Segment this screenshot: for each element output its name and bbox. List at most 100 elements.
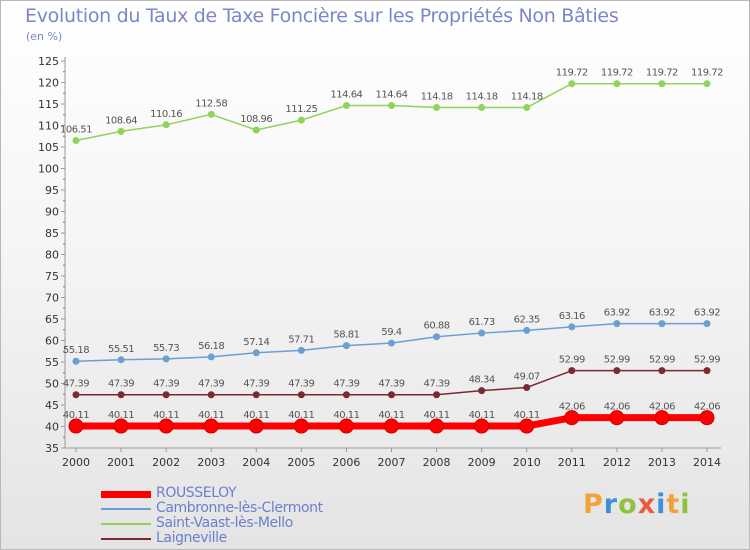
data-label: 111.25 [285, 104, 317, 115]
proxiti-logo: Proxiti [583, 489, 691, 520]
y-tick-label: 55 [45, 356, 59, 369]
y-tick-label: 70 [45, 292, 59, 305]
data-label: 114.64 [330, 90, 362, 101]
data-point [162, 355, 170, 363]
data-point [388, 102, 395, 110]
logo-letter: i [656, 489, 667, 520]
data-label: 47.39 [63, 379, 89, 390]
y-tick-label: 45 [45, 399, 59, 412]
data-label: 108.64 [105, 115, 137, 126]
y-tick-label: 110 [38, 120, 59, 133]
x-tick-label: 2009 [468, 456, 496, 469]
data-label: 40.11 [333, 410, 359, 421]
data-label: 55.51 [108, 344, 134, 355]
legend-label: ROUSSELOY [156, 485, 237, 501]
data-point [72, 391, 80, 399]
data-point [613, 80, 621, 88]
y-tick-label: 105 [38, 141, 59, 154]
data-point [654, 410, 670, 426]
data-label: 63.92 [694, 308, 720, 319]
logo-letter: o [618, 489, 638, 520]
x-tick-label: 2005 [287, 456, 315, 469]
y-tick-label: 40 [45, 421, 59, 434]
data-point [68, 418, 84, 434]
data-point [338, 418, 354, 434]
logo-letter: r [603, 489, 619, 520]
data-point [293, 418, 309, 434]
data-point [158, 418, 174, 434]
x-tick-label: 2011 [558, 456, 586, 469]
data-point [523, 326, 531, 334]
data-label: 119.72 [556, 68, 588, 79]
data-point [429, 418, 445, 434]
data-point [658, 367, 666, 375]
data-point [207, 110, 215, 118]
data-point [433, 104, 441, 112]
data-point [388, 391, 395, 399]
data-point [248, 418, 264, 434]
data-point [703, 80, 711, 88]
data-label: 58.81 [333, 330, 359, 341]
data-label: 42.06 [694, 402, 720, 413]
x-tick-label: 2007 [378, 456, 406, 469]
data-label: 114.18 [466, 92, 498, 103]
data-label: 40.11 [198, 410, 224, 421]
data-point [478, 329, 486, 337]
data-point [613, 320, 621, 328]
data-label: 47.39 [153, 379, 179, 390]
data-label: 40.11 [243, 410, 269, 421]
data-label: 106.51 [60, 125, 92, 136]
data-label: 47.39 [243, 379, 269, 390]
logo-letter: t [666, 489, 681, 520]
chart-title: Evolution du Taux de Taxe Foncière sur l… [25, 5, 619, 27]
data-label: 60.88 [424, 321, 450, 332]
data-point [568, 323, 576, 331]
data-point [658, 320, 666, 328]
x-tick-label: 2003 [197, 456, 225, 469]
data-label: 49.07 [514, 371, 540, 382]
data-label: 61.73 [469, 317, 495, 328]
y-tick-label: 85 [45, 227, 59, 240]
data-label: 112.58 [195, 98, 227, 109]
x-tick-label: 2014 [693, 456, 721, 469]
data-point [342, 391, 350, 399]
data-label: 40.11 [378, 410, 404, 421]
data-label: 62.35 [514, 314, 540, 325]
y-tick-label: 80 [45, 249, 59, 262]
data-label: 40.11 [469, 410, 495, 421]
data-label: 52.99 [649, 355, 675, 366]
data-point [342, 342, 350, 350]
data-label: 57.14 [243, 337, 269, 348]
data-label: 110.16 [150, 109, 182, 120]
data-label: 42.06 [604, 402, 630, 413]
data-point [609, 410, 625, 426]
data-point [474, 418, 490, 434]
data-point [117, 391, 125, 399]
data-point [699, 410, 715, 426]
data-label: 55.73 [153, 343, 179, 354]
data-point [564, 410, 580, 426]
legend-swatch [101, 538, 151, 540]
y-tick-label: 115 [38, 98, 59, 111]
data-label: 56.18 [198, 341, 224, 352]
data-label: 47.39 [424, 379, 450, 390]
data-point [523, 383, 531, 391]
data-label: 119.72 [691, 68, 723, 79]
data-label: 47.39 [378, 379, 404, 390]
data-label: 63.16 [559, 311, 585, 322]
data-point [613, 367, 621, 375]
legend-swatch [101, 523, 151, 525]
data-label: 47.39 [288, 379, 314, 390]
data-label: 48.34 [469, 375, 495, 386]
data-point [478, 104, 486, 112]
data-label: 47.39 [198, 379, 224, 390]
y-tick-label: 60 [45, 335, 59, 348]
x-tick-label: 2002 [152, 456, 180, 469]
data-point [297, 346, 305, 354]
y-tick-label: 100 [38, 163, 59, 176]
x-tick-label: 2010 [513, 456, 541, 469]
data-point [433, 391, 441, 399]
data-label: 42.06 [559, 402, 585, 413]
data-point [342, 102, 350, 110]
